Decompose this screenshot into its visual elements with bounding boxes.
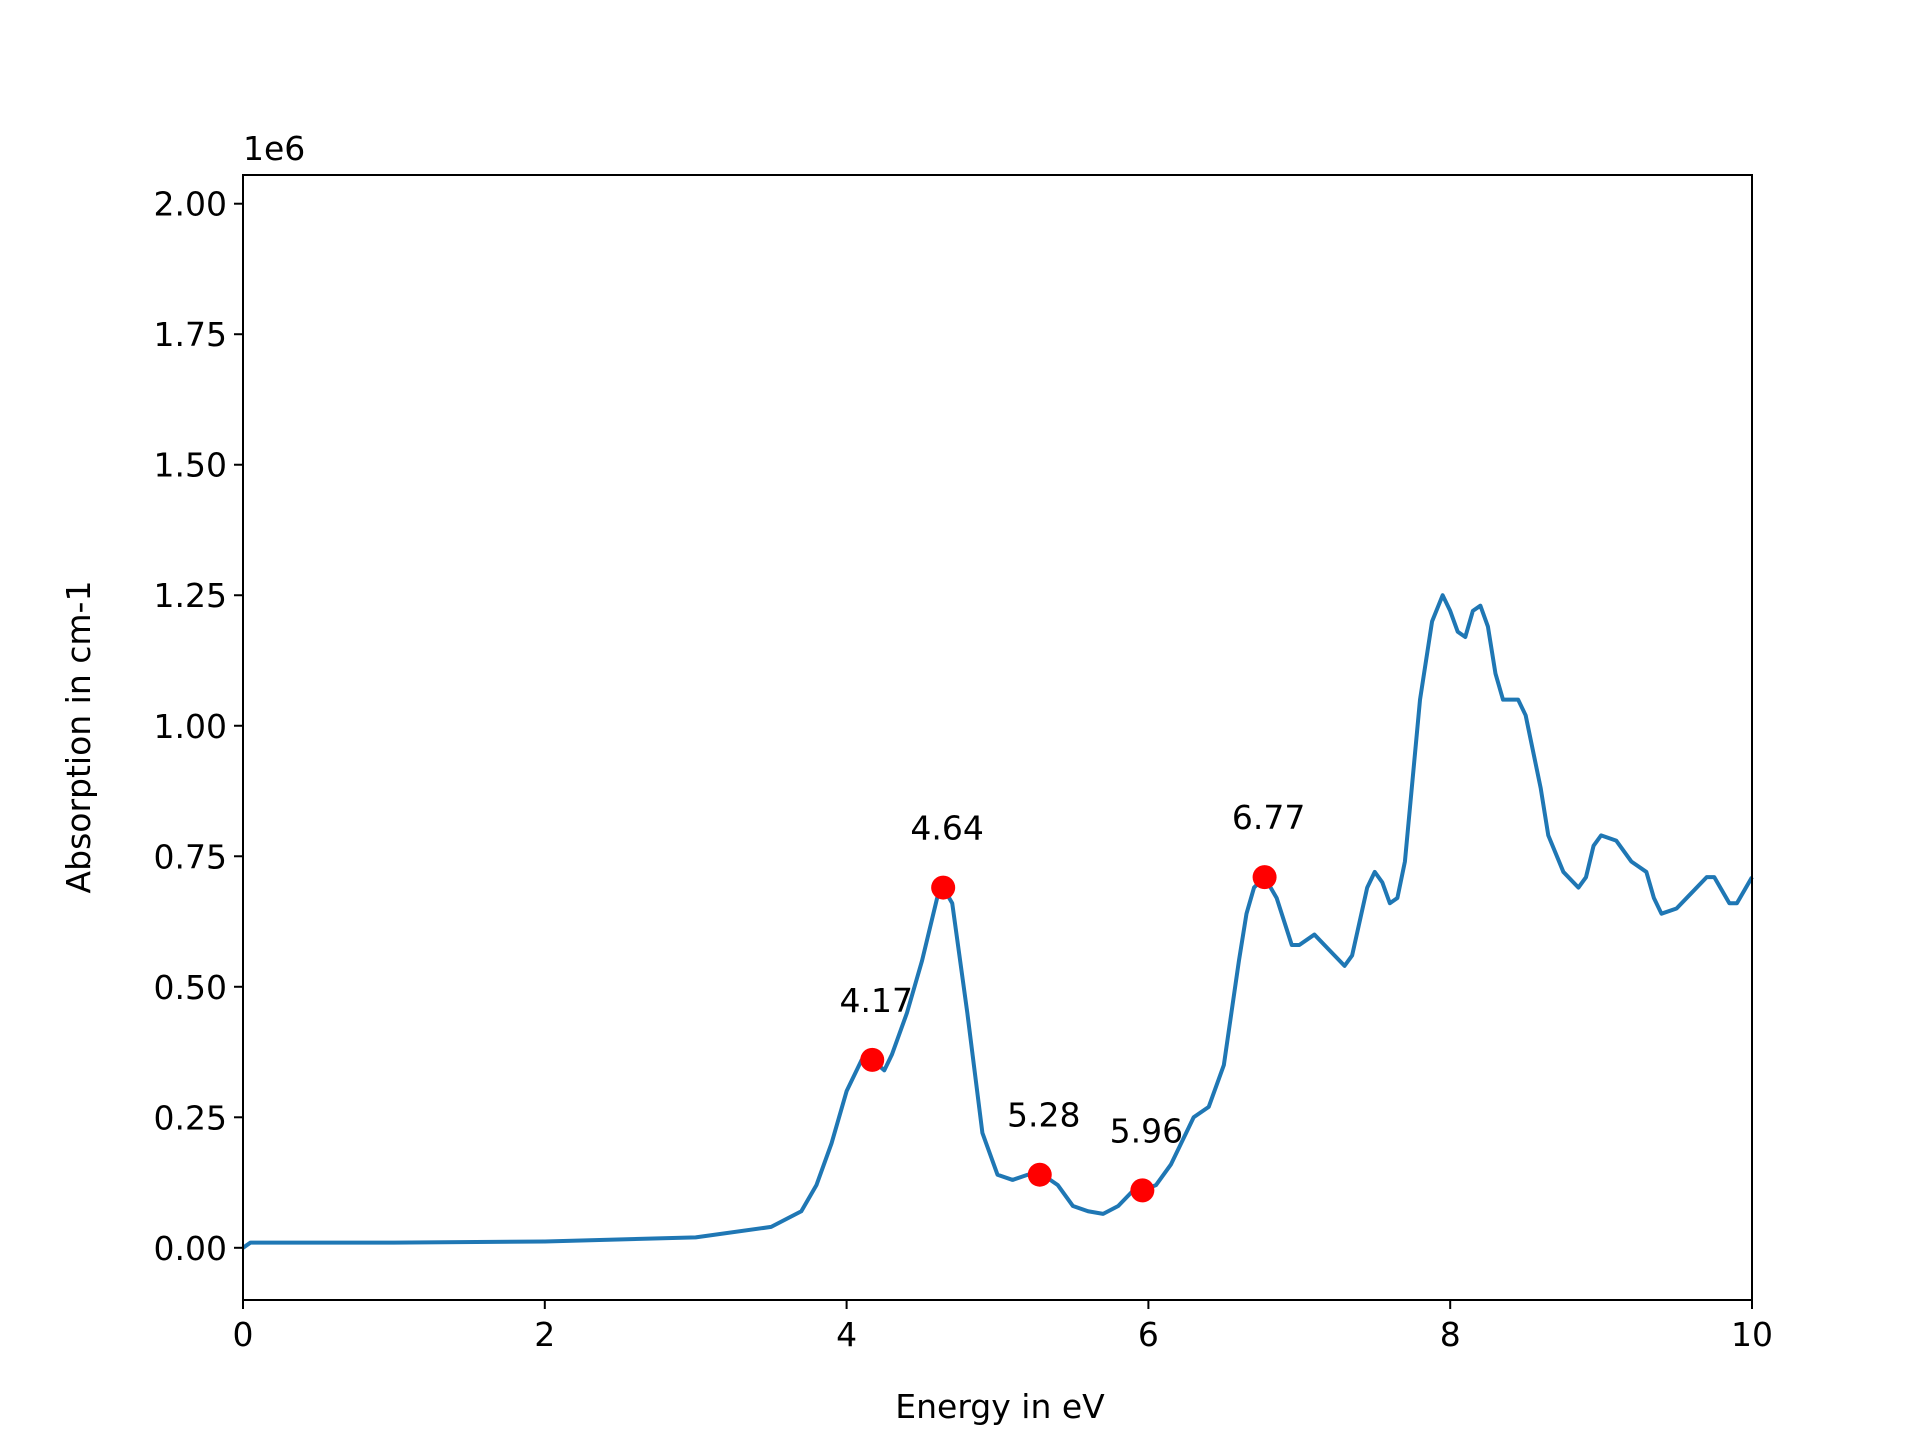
y-tick-label: 1.00 (154, 707, 227, 746)
data-line (241, 593, 1754, 1250)
peak-annotation: 6.77 (1232, 798, 1305, 837)
y-tick-label: 1.50 (154, 446, 227, 485)
plot-frame (242, 174, 1753, 1301)
peak-marker (1252, 865, 1277, 890)
peak-marker (931, 875, 956, 900)
y-tick-label: 0.25 (154, 1098, 227, 1137)
y-tick-label: 0.50 (154, 968, 227, 1007)
peak-annotation: 5.28 (1007, 1096, 1080, 1135)
peak-annotation: 4.17 (840, 981, 913, 1020)
x-tick-label: 6 (1138, 1315, 1159, 1354)
y-tick-label: 1.25 (154, 576, 227, 615)
y-offset-label: 1e6 (243, 129, 305, 168)
x-tick-label: 2 (534, 1315, 555, 1354)
y-axis-label: Absorption in cm-1 (59, 581, 98, 894)
y-tick-label: 0.75 (154, 837, 227, 876)
y-tick-label: 0.00 (154, 1229, 227, 1268)
x-tick-label: 0 (233, 1315, 254, 1354)
y-tick-label: 1.75 (154, 315, 227, 354)
x-tick-label: 8 (1440, 1315, 1461, 1354)
peak-annotation: 5.96 (1110, 1111, 1183, 1150)
peak-annotation: 4.64 (910, 809, 983, 848)
y-tick-label: 2.00 (154, 185, 227, 224)
peak-marker (860, 1047, 885, 1072)
x-tick-label: 10 (1731, 1315, 1773, 1354)
x-tick-label: 4 (836, 1315, 857, 1354)
x-axis-label: Energy in eV (895, 1387, 1105, 1426)
peak-marker (1130, 1178, 1155, 1203)
peak-marker (1027, 1162, 1052, 1187)
